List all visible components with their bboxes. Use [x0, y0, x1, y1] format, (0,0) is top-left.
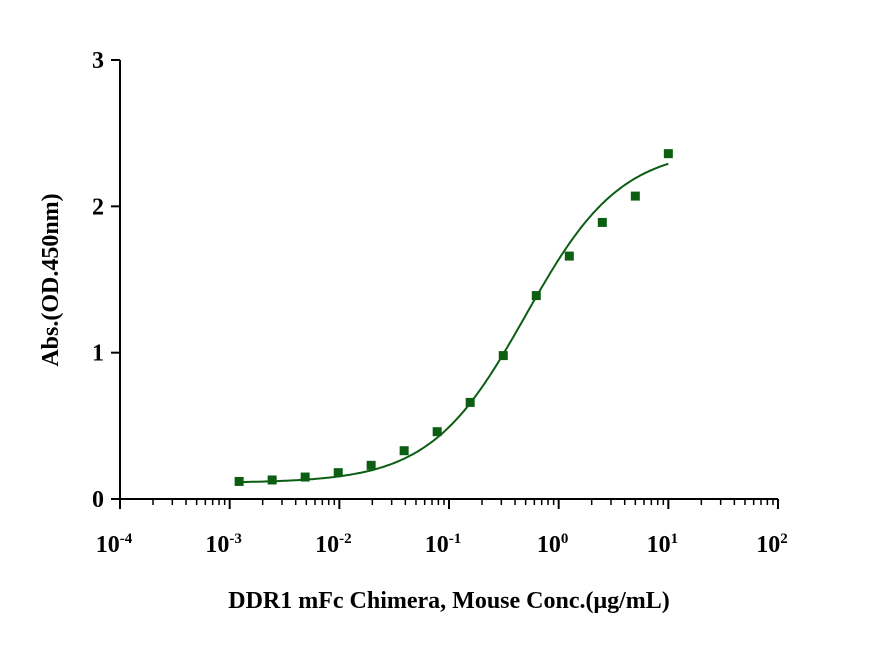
data-point — [597, 217, 607, 227]
x-tick-label: 10-1 — [425, 531, 462, 558]
data-point — [234, 476, 244, 486]
x-tick-label: 10-2 — [315, 531, 352, 558]
data-point — [267, 475, 277, 485]
fit-curve — [239, 162, 669, 484]
x-tick-label: 101 — [647, 531, 679, 558]
data-point — [399, 446, 409, 456]
y-tick-label: 3 — [92, 48, 104, 74]
data-point — [333, 468, 343, 478]
data-point — [300, 472, 310, 482]
data-point — [663, 149, 673, 159]
x-axis-label: DDR1 mFc Chimera, Mouse Conc.(μg/mL) — [228, 588, 670, 614]
data-point — [630, 191, 640, 201]
x-tick-label: 102 — [756, 531, 788, 558]
x-tick-label: 10-4 — [96, 531, 133, 558]
y-tick-label: 0 — [92, 487, 104, 513]
data-point — [531, 291, 541, 301]
y-axis-label: Abs.(OD.450nm) — [38, 193, 64, 366]
data-point — [366, 460, 376, 470]
data-point — [564, 251, 574, 261]
axes — [111, 59, 779, 509]
data-point — [432, 427, 442, 437]
y-tick-label: 1 — [92, 341, 104, 367]
tick-labels: 10-4 10-3 10-2 10-1 100 101 102 0 1 2 3 — [92, 48, 788, 558]
data-point — [465, 397, 475, 407]
x-tick-label: 100 — [537, 531, 569, 558]
x-tick-label: 10-3 — [205, 531, 242, 558]
data-point — [498, 351, 508, 361]
data-points — [234, 149, 673, 486]
y-tick-label: 2 — [92, 194, 104, 220]
